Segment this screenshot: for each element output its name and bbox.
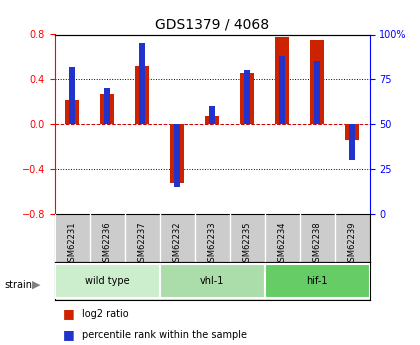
Bar <box>135 66 149 124</box>
Text: wild type: wild type <box>85 276 129 286</box>
Bar <box>349 124 355 160</box>
FancyBboxPatch shape <box>265 264 370 298</box>
FancyBboxPatch shape <box>160 264 265 298</box>
Bar <box>170 124 184 183</box>
Bar <box>174 124 180 187</box>
Bar <box>209 106 215 124</box>
Bar <box>205 116 219 124</box>
Text: GSM62235: GSM62235 <box>243 221 252 267</box>
Text: ▶: ▶ <box>32 280 40 289</box>
Text: GSM62234: GSM62234 <box>278 221 286 267</box>
Bar <box>314 61 320 124</box>
Title: GDS1379 / 4068: GDS1379 / 4068 <box>155 18 269 32</box>
Text: GSM62233: GSM62233 <box>207 221 217 267</box>
Text: GSM62236: GSM62236 <box>102 221 112 267</box>
Text: ■: ■ <box>63 307 75 321</box>
Text: GSM62231: GSM62231 <box>68 221 76 267</box>
Bar <box>244 70 250 124</box>
Bar <box>279 56 285 124</box>
Bar <box>275 37 289 124</box>
Bar <box>139 43 145 124</box>
Bar <box>310 40 324 124</box>
Text: vhl-1: vhl-1 <box>200 276 224 286</box>
Text: hif-1: hif-1 <box>306 276 328 286</box>
Text: strain: strain <box>4 280 32 289</box>
FancyBboxPatch shape <box>55 264 160 298</box>
Text: log2 ratio: log2 ratio <box>82 309 129 319</box>
Text: GSM62239: GSM62239 <box>348 221 357 267</box>
Bar <box>65 99 79 124</box>
Text: percentile rank within the sample: percentile rank within the sample <box>82 330 247 339</box>
Text: GSM62238: GSM62238 <box>312 221 322 267</box>
Bar <box>240 73 254 124</box>
Bar <box>345 124 359 140</box>
Bar <box>104 88 110 124</box>
Text: GSM62232: GSM62232 <box>173 221 181 267</box>
Bar <box>69 67 75 124</box>
Text: ■: ■ <box>63 328 75 341</box>
Bar <box>100 94 114 124</box>
Text: GSM62237: GSM62237 <box>138 221 147 267</box>
